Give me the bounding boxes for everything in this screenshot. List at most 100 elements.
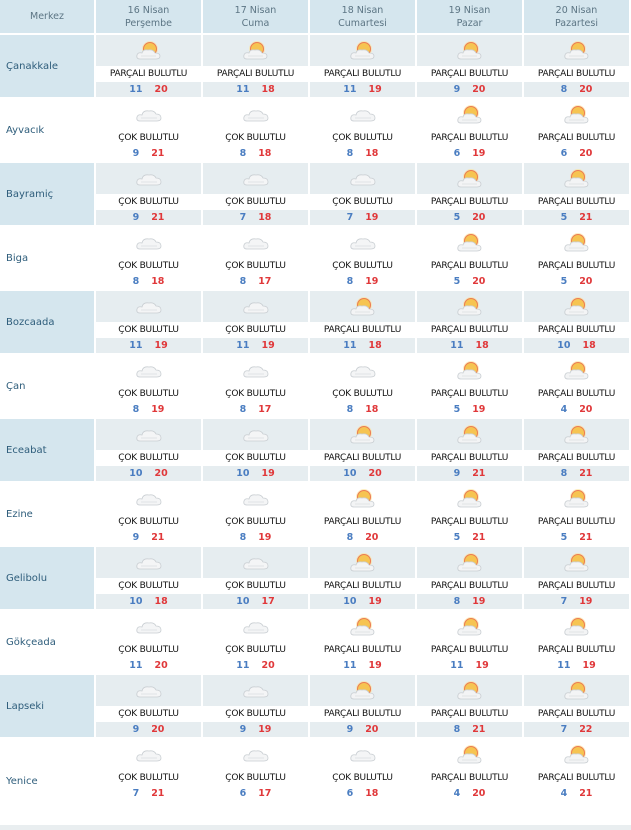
partly-cloudy-icon — [417, 35, 522, 66]
low-temp: 5 — [453, 404, 461, 415]
partly-cloudy-icon — [417, 227, 522, 258]
low-temp: 8 — [132, 276, 140, 287]
district-name[interactable]: Çanakkale — [0, 35, 94, 99]
cloudy-icon — [203, 419, 308, 450]
low-temp: 11 — [450, 660, 464, 671]
low-temp: 7 — [346, 212, 354, 223]
partly-cloudy-icon — [417, 483, 522, 514]
district-name[interactable]: Çan — [0, 355, 94, 419]
partly-cloudy-icon — [524, 355, 629, 386]
condition-text: PARÇALI BULUTLU — [417, 770, 522, 786]
forecast-cell: ÇOK BULUTLU 8 18 — [310, 355, 415, 419]
partly-cloudy-icon — [310, 547, 415, 578]
high-temp: 18 — [475, 340, 489, 351]
temperatures: 9 19 — [203, 722, 308, 737]
high-temp: 19 — [472, 404, 486, 415]
high-temp: 19 — [472, 596, 486, 607]
high-temp: 20 — [472, 788, 486, 799]
day-header: 16 Nisan Perşembe — [96, 0, 201, 35]
district-name[interactable]: Bayramiç — [0, 163, 94, 227]
high-temp: 21 — [472, 532, 486, 543]
condition-text: ÇOK BULUTLU — [96, 706, 201, 722]
forecast-cell: PARÇALI BULUTLU 5 20 — [524, 227, 629, 291]
district-name[interactable]: Yenice — [0, 739, 94, 826]
condition-text: ÇOK BULUTLU — [96, 450, 201, 466]
condition-text: PARÇALI BULUTLU — [417, 578, 522, 594]
high-temp: 19 — [365, 276, 379, 287]
low-temp: 5 — [453, 532, 461, 543]
high-temp: 19 — [258, 532, 272, 543]
condition-text: PARÇALI BULUTLU — [417, 706, 522, 722]
district-name[interactable]: Biga — [0, 227, 94, 291]
temperatures: 9 20 — [310, 722, 415, 737]
condition-text: ÇOK BULUTLU — [203, 322, 308, 338]
forecast-cell: PARÇALI BULUTLU 5 21 — [524, 483, 629, 547]
forecast-cell: PARÇALI BULUTLU 11 18 — [203, 35, 308, 99]
condition-text: PARÇALI BULUTLU — [524, 194, 629, 210]
high-temp: 18 — [365, 148, 379, 159]
forecast-cell: PARÇALI BULUTLU 7 22 — [524, 675, 629, 739]
low-temp: 8 — [560, 468, 568, 479]
low-temp: 9 — [453, 84, 461, 95]
footer-bar — [0, 825, 631, 830]
cloudy-icon — [203, 739, 308, 770]
forecast-cell: ÇOK BULUTLU 8 19 — [203, 483, 308, 547]
district-name[interactable]: Eceabat — [0, 419, 94, 483]
temperatures: 11 19 — [96, 338, 201, 353]
cloudy-icon — [96, 291, 201, 322]
condition-text: PARÇALI BULUTLU — [417, 386, 522, 402]
temperatures: 8 18 — [310, 146, 415, 161]
forecast-cell: PARÇALI BULUTLU 11 19 — [310, 611, 415, 675]
low-temp: 10 — [343, 596, 357, 607]
forecast-cell: PARÇALI BULUTLU 5 21 — [524, 163, 629, 227]
forecast-cell: PARÇALI BULUTLU 8 19 — [417, 547, 522, 611]
district-name[interactable]: Bozcaada — [0, 291, 94, 355]
day-date: 16 Nisan — [127, 4, 170, 16]
day-header: 17 Nisan Cuma — [203, 0, 308, 35]
high-temp: 18 — [154, 596, 168, 607]
high-temp: 20 — [154, 468, 168, 479]
header-row: Merkez 16 Nisan Perşembe 17 Nisan Cuma 18 Ni… — [0, 0, 629, 35]
forecast-cell: PARÇALI BULUTLU 9 21 — [417, 419, 522, 483]
cloudy-icon — [203, 355, 308, 386]
low-temp: 9 — [132, 212, 140, 223]
temperatures: 11 19 — [524, 658, 629, 673]
condition-text: ÇOK BULUTLU — [96, 770, 201, 786]
day-weekday: Pazartesi — [555, 17, 598, 29]
forecast-cell: PARÇALI BULUTLU 8 21 — [417, 675, 522, 739]
forecast-cell: ÇOK BULUTLU 8 18 — [203, 99, 308, 163]
low-temp: 8 — [239, 276, 247, 287]
high-temp: 18 — [365, 788, 379, 799]
district-name[interactable]: Gelibolu — [0, 547, 94, 611]
condition-text: ÇOK BULUTLU — [96, 386, 201, 402]
high-temp: 21 — [579, 788, 593, 799]
low-temp: 6 — [346, 788, 354, 799]
condition-text: PARÇALI BULUTLU — [524, 322, 629, 338]
district-name[interactable]: Gökçeada — [0, 611, 94, 675]
partly-cloudy-icon — [310, 419, 415, 450]
high-temp: 19 — [151, 404, 165, 415]
temperatures: 11 19 — [310, 658, 415, 673]
condition-text: PARÇALI BULUTLU — [310, 514, 415, 530]
temperatures: 9 21 — [96, 210, 201, 225]
district-name[interactable]: Ezine — [0, 483, 94, 547]
low-temp: 9 — [239, 724, 247, 735]
cloudy-icon — [96, 99, 201, 130]
forecast-cell: PARÇALI BULUTLU 5 21 — [417, 483, 522, 547]
cloudy-icon — [96, 227, 201, 258]
temperatures: 5 20 — [524, 274, 629, 289]
low-temp: 9 — [132, 724, 140, 735]
temperatures: 5 21 — [524, 210, 629, 225]
low-temp: 10 — [343, 468, 357, 479]
partly-cloudy-icon — [203, 35, 308, 66]
condition-text: ÇOK BULUTLU — [96, 322, 201, 338]
cloudy-icon — [96, 547, 201, 578]
forecast-cell: PARÇALI BULUTLU 11 20 — [96, 35, 201, 99]
district-name[interactable]: Ayvacık — [0, 99, 94, 163]
low-temp: 4 — [453, 788, 461, 799]
district-name[interactable]: Lapseki — [0, 675, 94, 739]
low-temp: 6 — [560, 148, 568, 159]
high-temp: 19 — [368, 84, 382, 95]
high-temp: 21 — [472, 468, 486, 479]
condition-text: ÇOK BULUTLU — [310, 194, 415, 210]
